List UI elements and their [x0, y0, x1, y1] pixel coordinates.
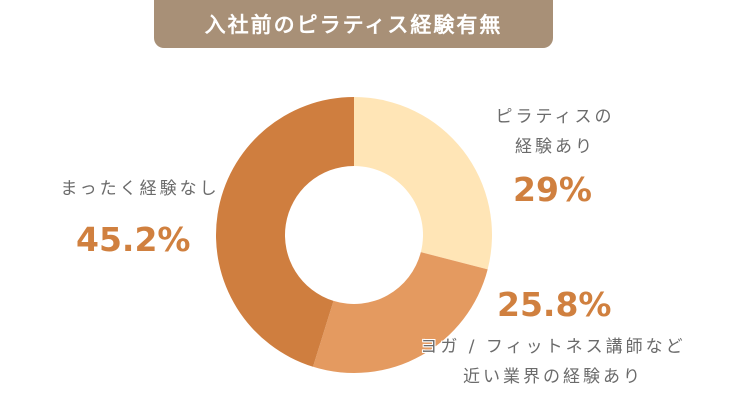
- label-no-experience-line1: まったく経験なし: [60, 179, 220, 199]
- label-pilates-line2: 経験あり: [515, 137, 595, 157]
- label-related-experience: ヨガ / フィットネス講師など 近い業界の経験あり: [388, 332, 718, 392]
- chart-title-banner: 入社前のピラティス経験有無: [154, 0, 553, 48]
- label-related-line2: 近い業界の経験あり: [463, 367, 643, 387]
- slice-related-experience: [313, 252, 488, 373]
- slice-no-experience: [216, 97, 354, 367]
- label-related-line1: ヨガ / フィットネス講師など: [420, 337, 686, 357]
- label-pilates-line1: ピラティスの: [495, 107, 615, 127]
- chart-title: 入社前のピラティス経験有無: [204, 13, 503, 37]
- percent-related-experience: 25.8%: [497, 285, 612, 324]
- percent-pilates-experience: 29%: [513, 170, 592, 209]
- slice-pilates-experience: [354, 97, 492, 270]
- label-no-experience: まったく経験なし: [40, 174, 240, 204]
- percent-no-experience: 45.2%: [76, 220, 191, 259]
- label-pilates-experience: ピラティスの 経験あり: [470, 102, 640, 162]
